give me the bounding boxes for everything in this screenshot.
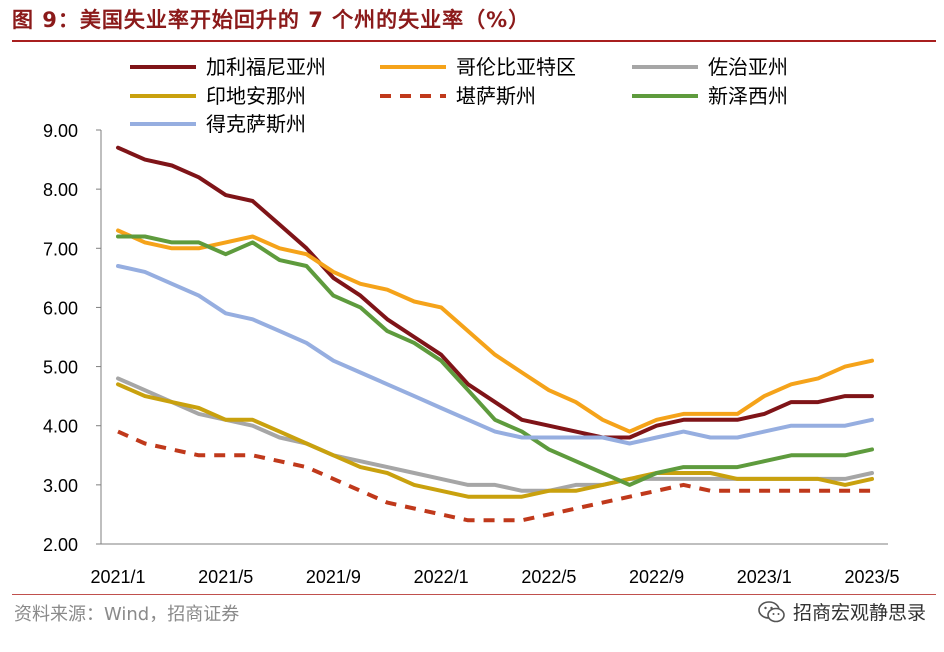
legend-label: 加利福尼亚州 bbox=[206, 55, 326, 79]
footer-divider bbox=[12, 594, 936, 595]
legend-label: 新泽西州 bbox=[708, 84, 788, 108]
series-line-6 bbox=[116, 264, 874, 446]
x-tick-label: 2022/9 bbox=[629, 567, 684, 587]
series-line-4 bbox=[117, 429, 872, 523]
legend-label: 得克萨斯州 bbox=[206, 112, 306, 136]
figure-title: 图 9：美国失业率开始回升的 7 个州的失业率（%） bbox=[12, 8, 531, 32]
x-tick-label: 2021/5 bbox=[198, 567, 253, 587]
series-line-1 bbox=[116, 228, 874, 434]
x-tick-label: 2023/5 bbox=[844, 567, 899, 587]
legend-label: 印地安那州 bbox=[206, 84, 306, 108]
x-tick-label: 2021/1 bbox=[90, 567, 145, 587]
y-tick-label: 9.00 bbox=[43, 121, 78, 141]
y-tick-label: 6.00 bbox=[43, 298, 78, 318]
legend-label: 哥伦比亚特区 bbox=[456, 55, 576, 79]
y-tick-label: 8.00 bbox=[43, 180, 78, 200]
series-line-0 bbox=[116, 145, 874, 440]
brand-name: 招商宏观静思录 bbox=[792, 602, 926, 624]
y-tick-label: 3.00 bbox=[43, 476, 78, 496]
title-divider bbox=[12, 40, 936, 42]
y-tick-label: 2.00 bbox=[43, 535, 78, 555]
x-tick-label: 2023/1 bbox=[737, 567, 792, 587]
series-line-5 bbox=[116, 234, 874, 487]
brand-watermark: 招商宏观静思录 bbox=[757, 598, 926, 625]
y-tick-label: 4.00 bbox=[43, 417, 78, 437]
x-tick-label: 2022/5 bbox=[521, 567, 576, 587]
wechat-icon bbox=[758, 600, 785, 622]
x-tick-label: 2022/1 bbox=[414, 567, 469, 587]
source-note: 资料来源：Wind，招商证券 bbox=[14, 604, 240, 625]
series-line-3 bbox=[116, 382, 874, 499]
legend-label: 佐治亚州 bbox=[708, 55, 788, 79]
x-tick-label: 2021/9 bbox=[306, 567, 361, 587]
legend-label: 堪萨斯州 bbox=[456, 84, 536, 108]
y-tick-label: 5.00 bbox=[43, 358, 78, 378]
line-chart: 9.00 8.00 7.00 6.00 5.00 4.00 3.00 2.00 2021/1 20… bbox=[43, 55, 900, 587]
y-tick-label: 7.00 bbox=[43, 239, 78, 259]
